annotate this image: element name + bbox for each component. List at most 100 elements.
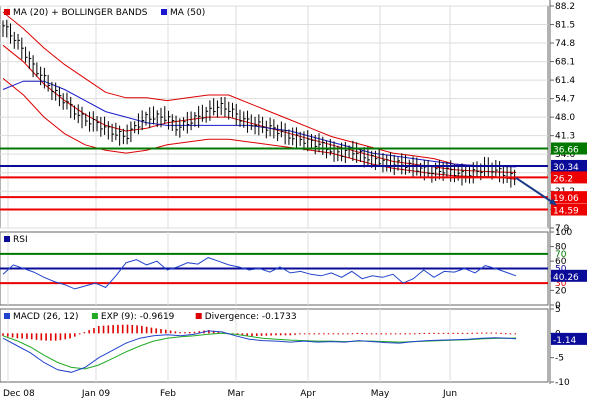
divergence-bar [40, 333, 43, 341]
macd-value-tag [551, 332, 587, 345]
divergence-bar [6, 333, 9, 337]
divergence-bar [69, 333, 71, 339]
level-label: 30.34 [553, 163, 579, 173]
legend-label: MA (50) [170, 8, 205, 18]
divergence-bar [11, 333, 14, 338]
divergence-bar [394, 333, 397, 335]
divergence-bar [366, 333, 368, 335]
divergence-bar [361, 333, 363, 335]
divergence-bar [246, 333, 248, 337]
legend-swatch [91, 313, 98, 319]
divergence-bar [509, 333, 512, 335]
legend-swatch [4, 313, 10, 319]
legend-swatch [161, 9, 167, 15]
divergence-bar [490, 332, 493, 334]
divergence-bar [126, 324, 129, 334]
divergence-bar [375, 333, 378, 335]
y-tick-label: 5 [555, 305, 561, 315]
divergence-bar [131, 325, 134, 334]
macd-legend-label: Divergence: -0.1733 [205, 312, 297, 322]
legend-label: MA (20) + BOLLINGER BANDS [13, 8, 148, 18]
level-label: 19.06 [553, 194, 579, 204]
divergence-bar [188, 332, 191, 334]
divergence-bar [275, 333, 277, 336]
divergence-bar [466, 332, 469, 334]
divergence-bar [370, 333, 373, 335]
legend-swatch [4, 236, 10, 242]
divergence-bar [102, 325, 105, 334]
divergence-bar [212, 330, 215, 334]
rsi-value-tag [551, 269, 587, 282]
divergence-bar [21, 333, 23, 339]
y-tick-label: 100 [555, 228, 572, 238]
divergence-bar [107, 325, 110, 334]
divergence-bar [160, 329, 162, 334]
divergence-bar [255, 333, 258, 336]
level-label: 14.59 [553, 207, 579, 217]
divergence-bar [461, 332, 464, 334]
divergence-bar [481, 332, 483, 334]
level-tag [551, 191, 587, 204]
macd-line [2, 330, 517, 373]
y-tick-label: 81.5 [555, 21, 575, 31]
divergence-bar [64, 333, 67, 340]
legend-swatch [195, 313, 202, 319]
divergence-bar [26, 333, 28, 339]
divergence-bar [399, 333, 402, 335]
divergence-bar [117, 324, 119, 334]
divergence-bar [385, 333, 387, 335]
rsi-level-label: 50 [555, 265, 567, 275]
divergence-bar [2, 333, 4, 336]
x-tick-label: Jun [442, 389, 457, 399]
divergence-bar [169, 330, 172, 334]
divergence-bar [500, 332, 502, 334]
level-tag [551, 142, 587, 155]
divergence-bar [97, 326, 100, 334]
divergence-bar [54, 333, 57, 341]
divergence-bar [179, 332, 181, 334]
divergence-bar [150, 327, 153, 334]
y-tick-label: 41.3 [555, 132, 575, 142]
divergence-bar [121, 324, 124, 334]
divergence-bar [289, 333, 292, 336]
y-tick-label: 88.2 [555, 2, 575, 12]
rsi-line [2, 257, 517, 290]
macd-legend-label: MACD (26, 12) [13, 312, 79, 322]
divergence-bar [164, 329, 167, 334]
divergence-bar [452, 332, 454, 334]
rsi-legend-label: RSI [13, 235, 28, 245]
macd-panel-frame [0, 308, 549, 383]
divergence-bar [270, 333, 272, 336]
divergence-bar [45, 333, 47, 341]
level-label: 26.2 [553, 174, 573, 184]
divergence-bar [318, 333, 320, 335]
divergence-bar [457, 332, 459, 334]
x-tick-label: Feb [160, 389, 176, 399]
x-tick-label: Jan 09 [81, 389, 110, 399]
y-tick-label: 80 [555, 243, 567, 253]
divergence-bar [423, 332, 426, 334]
x-tick-label: Mar [228, 389, 245, 399]
divergence-bar [409, 333, 411, 335]
divergence-bar [447, 332, 450, 334]
divergence-bar [322, 333, 325, 335]
divergence-bar [74, 333, 76, 337]
y-tick-label: 60 [555, 257, 567, 267]
divergence-bar [198, 331, 201, 334]
divergence-bar [471, 332, 474, 334]
divergence-bar [251, 333, 253, 337]
y-tick-label: 54.7 [555, 95, 575, 105]
divergence-bar [88, 330, 90, 334]
rsi-level-label: 70 [555, 250, 567, 260]
forecast-arrow-head [549, 198, 558, 206]
y-tick-label: 68.1 [555, 58, 575, 68]
divergence-bar [442, 332, 445, 334]
divergence-bar [437, 332, 440, 334]
divergence-bar [504, 333, 507, 335]
divergence-bar [476, 332, 478, 334]
divergence-bar [351, 333, 354, 335]
divergence-bar [346, 333, 349, 335]
x-tick-label: Apr [300, 389, 316, 399]
divergence-bar [145, 326, 148, 334]
